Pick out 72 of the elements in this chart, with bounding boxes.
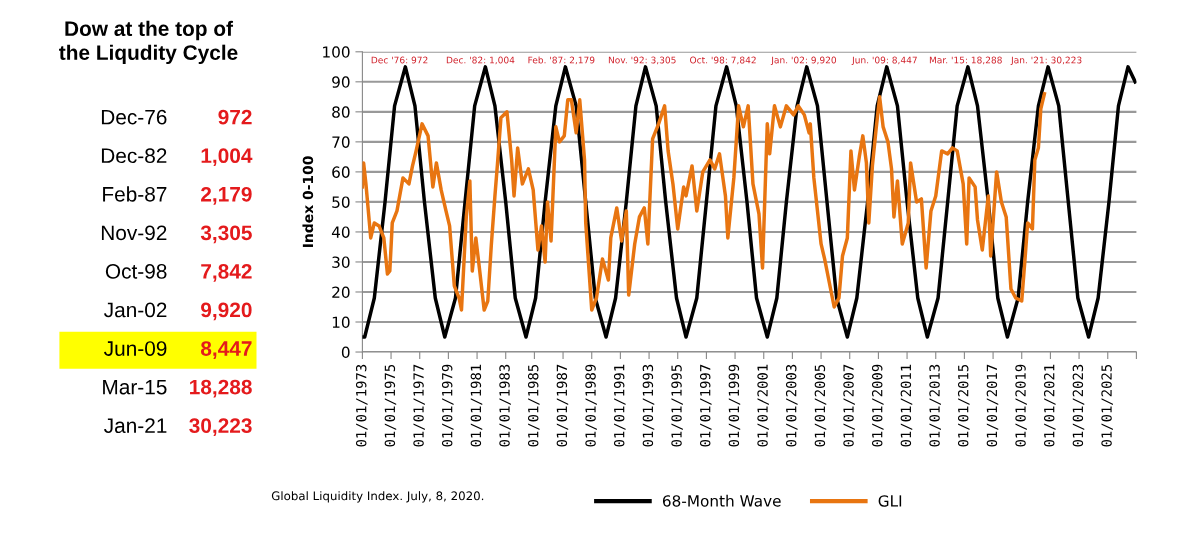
- x-tick-label: 01/01/2015: [957, 364, 970, 447]
- x-tick-label: 01/01/1973: [355, 364, 368, 447]
- category-label: Jan-21: [104, 418, 167, 433]
- text: 972: [218, 109, 252, 125]
- x-tick-label: 01/01/1995: [671, 364, 683, 447]
- text: 18,288: [190, 379, 252, 398]
- x-tick-label: 01/01/2003: [785, 364, 798, 447]
- category-label: Dec-82: [101, 148, 167, 164]
- x-tick-label: 01/01/1983: [499, 364, 511, 447]
- text: Global Liquidity Index. July, 8, 2020.: [271, 491, 484, 503]
- category-label: Dec-76: [101, 109, 167, 125]
- x-tick-label: 01/01/1985: [527, 364, 540, 447]
- text: 3,305: [200, 225, 252, 244]
- y-axis-title: Index 0-100: [302, 156, 314, 247]
- x-tick-label: 01/01/1991: [613, 364, 626, 447]
- annotation: Jun. '09: 8,447: [851, 56, 917, 66]
- text: 1,004: [201, 148, 253, 167]
- x-tick-label: 01/01/2007: [843, 364, 855, 447]
- x-tick-label: 01/01/1989: [585, 364, 597, 447]
- category-label: Mar-15: [103, 379, 167, 395]
- annotation: Mar. '15: 18,288: [929, 56, 1002, 65]
- x-tick-label: 01/01/2025: [1101, 364, 1113, 447]
- annotation: Dec. '82: 1,004: [446, 56, 515, 65]
- annotation: Oct. '98: 7,842: [690, 56, 756, 65]
- x-tick-label: 01/01/1979: [441, 364, 454, 447]
- x-tick-label: 01/01/1975: [384, 364, 397, 447]
- x-tick-label: 01/01/2009: [871, 364, 884, 447]
- x-tick-label: 01/01/1977: [413, 364, 425, 447]
- x-tick-label: 01/01/2021: [1043, 364, 1056, 447]
- category-label: Jun-09: [104, 341, 167, 356]
- x-tick-label: 01/01/1987: [556, 364, 569, 447]
- text: 2,179: [201, 186, 252, 205]
- annotation: Jan. '21: 30,223: [1010, 56, 1082, 66]
- text: 30,223: [189, 418, 252, 437]
- annotation: Dec '76: 972: [371, 56, 428, 64]
- text: 7,842: [201, 264, 252, 282]
- x-tick-label: 01/01/2011: [900, 364, 913, 447]
- legend-label: 68-Month Wave: [662, 494, 781, 507]
- y-tick-label: 40: [331, 226, 350, 238]
- category-label: Oct-98: [105, 264, 167, 279]
- category-label: Nov-92: [101, 225, 167, 241]
- category-label: Feb-87: [103, 186, 167, 202]
- text: 8,447: [200, 341, 252, 359]
- y-tick-label: 60: [332, 166, 350, 178]
- text: Dow at the top of the Liqudity Cycle: [59, 20, 238, 65]
- y-tick-label: 100: [323, 46, 350, 58]
- annotation: Jan. '02: 9,920: [770, 56, 837, 66]
- line-series: [362, 65, 1137, 339]
- line-series: [362, 92, 1047, 312]
- x-tick-label: 01/01/1999: [728, 364, 741, 447]
- x-tick-label: 01/01/1993: [642, 364, 655, 447]
- y-tick-label: 90: [332, 76, 350, 88]
- text: 9,920: [201, 302, 252, 321]
- x-tick-label: 01/01/1981: [470, 364, 483, 447]
- y-tick-label: 10: [332, 316, 350, 329]
- y-tick-label: 50: [332, 196, 350, 208]
- category-label: Jan-02: [104, 302, 167, 318]
- x-tick-label: 01/01/2023: [1072, 364, 1085, 447]
- annotation: Nov. '92: 3,305: [608, 56, 676, 65]
- y-tick-label: 70: [332, 136, 350, 148]
- annotation: Feb. '87: 2,179: [528, 56, 595, 65]
- x-tick-label: 01/01/2005: [814, 364, 827, 447]
- legend-label: GLI: [878, 495, 902, 507]
- x-tick-label: 01/01/2001: [757, 364, 769, 447]
- y-tick-label: 20: [332, 286, 350, 298]
- x-tick-label: 01/01/2019: [1015, 364, 1027, 447]
- x-tick-label: 01/01/2013: [929, 364, 941, 447]
- y-tick-label: 30: [332, 256, 350, 268]
- y-tick-label: 0: [341, 346, 350, 359]
- x-tick-label: 01/01/1997: [699, 364, 712, 447]
- x-tick-label: 01/01/2017: [986, 364, 999, 447]
- y-tick-label: 80: [332, 106, 350, 118]
